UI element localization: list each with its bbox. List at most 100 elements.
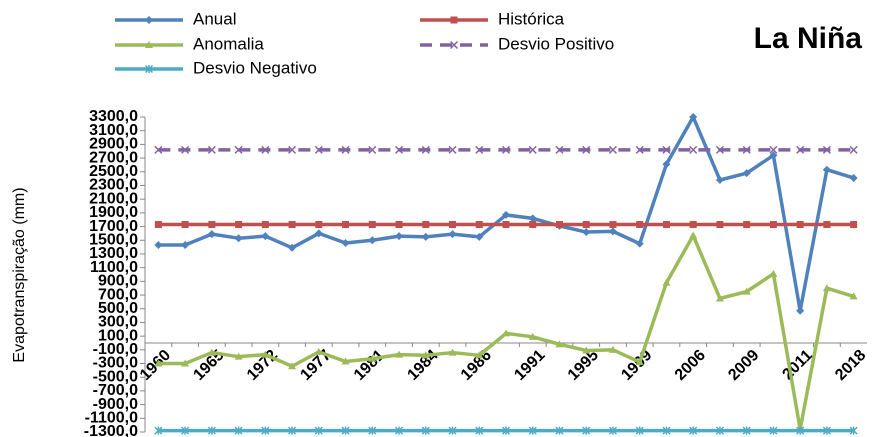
y-tick-label: 500,0 — [98, 300, 138, 317]
marker — [608, 145, 617, 154]
marker — [207, 230, 216, 239]
marker — [501, 426, 511, 435]
marker — [144, 64, 154, 74]
marker — [715, 145, 724, 154]
marker — [145, 41, 153, 48]
marker — [181, 241, 190, 250]
marker — [608, 227, 617, 236]
marker — [395, 221, 403, 229]
marker — [850, 221, 858, 229]
marker — [421, 351, 430, 359]
marker — [689, 221, 697, 229]
marker — [154, 241, 163, 250]
marker — [608, 345, 617, 353]
marker — [342, 221, 350, 229]
marker — [288, 221, 296, 229]
marker — [555, 426, 564, 435]
marker — [635, 358, 644, 366]
y-tick-label: 1700,0 — [89, 218, 138, 235]
y-tick-label: 3300,0 — [89, 108, 138, 125]
marker — [502, 221, 510, 229]
y-tick-label: -500,0 — [93, 368, 138, 385]
marker — [501, 145, 511, 154]
marker — [449, 221, 457, 229]
marker — [288, 145, 297, 154]
marker — [448, 230, 457, 239]
marker — [368, 145, 377, 154]
marker — [796, 145, 805, 154]
marker — [822, 165, 831, 174]
marker — [154, 221, 162, 229]
marker — [154, 145, 163, 154]
marker — [261, 145, 270, 154]
marker — [502, 210, 510, 219]
marker — [796, 426, 805, 435]
marker — [529, 221, 537, 229]
marker — [662, 160, 671, 169]
marker — [608, 426, 617, 435]
marker — [207, 426, 216, 435]
marker — [261, 232, 270, 241]
marker — [823, 221, 831, 229]
y-tick-label: 1300,0 — [89, 245, 138, 262]
y-tick-label: 1900,0 — [89, 204, 138, 221]
y-tick-label: -300,0 — [93, 355, 138, 372]
marker — [261, 426, 270, 435]
marker — [635, 239, 644, 248]
marker — [315, 221, 323, 229]
x-tick-label: 2006 — [672, 347, 709, 384]
marker — [395, 350, 404, 358]
marker — [635, 426, 644, 435]
marker — [341, 426, 350, 435]
marker — [743, 221, 751, 229]
marker — [448, 426, 457, 435]
marker — [288, 362, 297, 370]
marker — [689, 145, 698, 154]
marker — [475, 145, 484, 154]
marker — [314, 229, 323, 238]
marker — [395, 426, 404, 435]
marker — [716, 221, 724, 229]
marker — [662, 145, 671, 154]
y-tick-label: 700,0 — [98, 286, 138, 303]
marker — [154, 359, 163, 367]
y-tick-label: 1100,0 — [90, 259, 138, 276]
legend-label: Histórica — [498, 9, 565, 28]
marker — [145, 16, 153, 24]
y-tick-label: -100,0 — [93, 341, 138, 358]
marker — [234, 234, 243, 243]
marker — [582, 426, 591, 435]
marker — [528, 332, 537, 340]
marker — [689, 426, 698, 435]
marker — [288, 426, 297, 435]
y-tick-label: 300,0 — [98, 314, 138, 331]
marker — [662, 221, 670, 229]
y-tick-label: -700,0 — [93, 382, 138, 399]
y-tick-label: -900,0 — [93, 396, 138, 413]
x-tick-label: 2018 — [832, 347, 869, 384]
marker — [769, 426, 778, 435]
marker — [555, 145, 564, 154]
marker — [636, 221, 644, 229]
y-tick-label: 2500,0 — [89, 163, 138, 180]
y-tick-label: 2100,0 — [89, 190, 138, 207]
y-tick-label: 2700,0 — [89, 149, 138, 166]
marker — [582, 145, 591, 154]
marker — [742, 287, 751, 295]
y-tick-label: 2900,0 — [89, 136, 138, 153]
legend-label: Anual — [193, 9, 236, 28]
marker — [235, 221, 243, 229]
marker — [849, 145, 858, 154]
marker — [448, 348, 457, 356]
marker — [341, 239, 350, 247]
marker — [475, 426, 484, 435]
marker — [368, 354, 377, 362]
marker — [849, 292, 858, 300]
marker — [742, 426, 751, 435]
marker — [849, 426, 858, 435]
marker — [341, 357, 350, 365]
marker — [769, 151, 778, 160]
marker — [395, 232, 404, 241]
legend-label: Desvio Positivo — [498, 34, 614, 53]
